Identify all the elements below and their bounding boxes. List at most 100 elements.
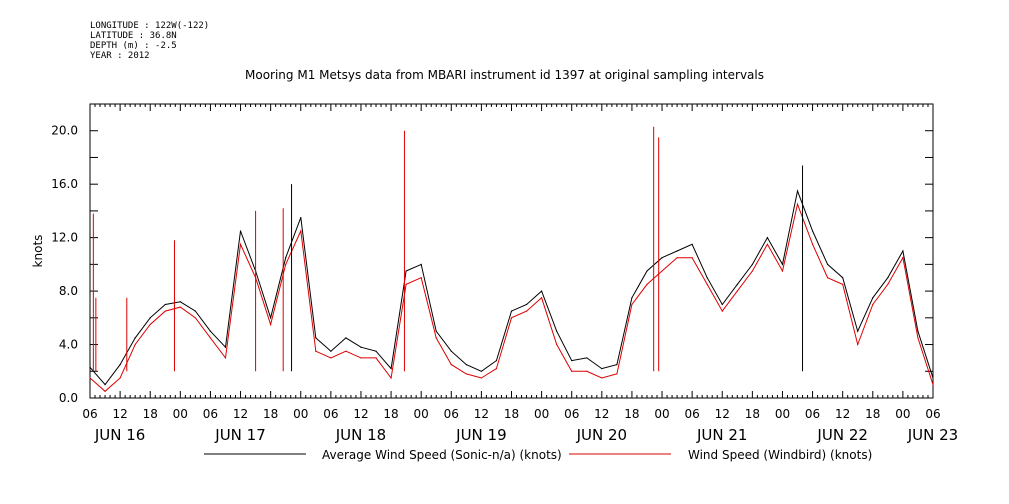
data-point [420, 277, 422, 279]
data-point [134, 343, 136, 346]
data-point [239, 230, 242, 232]
data-point [781, 263, 784, 265]
data-point [857, 330, 859, 332]
data-point [631, 303, 633, 306]
legend-label-windbird-wind-speed: Wind Speed (Windbird) (knots) [688, 448, 872, 462]
data-point [631, 297, 633, 299]
x-day-label: JUN 20 [576, 426, 627, 444]
series-line-average-wind-speed [89, 189, 934, 386]
data-point [209, 337, 212, 339]
data-point [164, 303, 166, 306]
data-point [179, 306, 181, 308]
y-tick-label: 0.0 [59, 391, 78, 405]
data-point [119, 377, 121, 379]
x-tick-label: 18 [745, 407, 760, 421]
data-point [239, 243, 242, 245]
data-point [194, 317, 196, 319]
series-line-windbird-wind-speed [89, 202, 934, 392]
x-tick-label: 12 [835, 407, 850, 421]
x-tick-label: 12 [112, 407, 127, 421]
data-point [450, 350, 452, 352]
x-tick-label: 18 [143, 407, 158, 421]
data-point [842, 277, 844, 279]
x-tick-label: 06 [82, 407, 97, 421]
data-point [270, 317, 272, 319]
x-tick-label: 06 [685, 407, 700, 421]
x-tick-label: 12 [233, 407, 248, 421]
x-tick-label: 06 [203, 407, 218, 421]
x-tick-label: 12 [594, 407, 609, 421]
y-axis-label: knots [31, 235, 45, 268]
x-day-label: JUN 19 [455, 426, 506, 444]
data-point [525, 303, 528, 306]
data-point [796, 190, 799, 192]
data-point [345, 350, 347, 352]
x-tick-label: 12 [353, 407, 368, 421]
data-point [420, 263, 422, 265]
data-point [706, 283, 708, 286]
data-point [375, 350, 377, 352]
y-tick-label: 16.0 [51, 177, 78, 191]
data-point [751, 270, 753, 272]
data-point [510, 310, 513, 312]
data-point [315, 350, 317, 352]
x-tick-label: 06 [323, 407, 338, 421]
x-day-label: JUN 17 [214, 426, 265, 444]
data-point [571, 370, 573, 372]
chart-title: Mooring M1 Metsys data from MBARI instru… [245, 68, 764, 82]
data-point [932, 377, 934, 379]
data-point [134, 337, 136, 339]
data-point [541, 297, 543, 299]
x-tick-label: 18 [263, 407, 278, 421]
meta-depth: DEPTH (m) : -2.5 [90, 41, 177, 51]
data-point [300, 216, 302, 219]
y-tick-label: 12.0 [51, 231, 78, 245]
x-day-label: JUN 22 [816, 426, 867, 444]
data-point [601, 368, 603, 370]
meta-latitude: LATITUDE : 36.8N [90, 31, 177, 41]
x-tick-label: 00 [654, 407, 669, 421]
x-tick-label: 12 [715, 407, 730, 421]
x-tick-label: 06 [564, 407, 579, 421]
data-point [224, 357, 227, 359]
data-point [736, 283, 738, 286]
x-tick-label: 12 [474, 407, 489, 421]
x-day-label: JUN 23 [907, 426, 958, 444]
plot-frame [89, 103, 934, 399]
data-point [270, 323, 272, 326]
data-point [736, 290, 738, 292]
x-tick-label: 18 [504, 407, 519, 421]
data-point [616, 373, 618, 375]
data-point [766, 237, 769, 239]
data-point [796, 203, 799, 205]
meta-year: YEAR : 2012 [90, 51, 150, 61]
data-point [375, 357, 377, 359]
x-tick-label: 00 [293, 407, 308, 421]
data-point [360, 357, 362, 359]
x-tick-label: 00 [534, 407, 549, 421]
x-day-label: JUN 21 [696, 426, 747, 444]
data-point [872, 297, 874, 299]
data-point [872, 303, 874, 306]
data-point [149, 323, 151, 326]
data-point [586, 357, 588, 359]
data-point [300, 230, 302, 232]
data-point [811, 230, 814, 232]
data-point [721, 303, 723, 306]
data-point [480, 377, 482, 379]
data-point [390, 377, 392, 379]
data-point [149, 317, 151, 319]
x-tick-label: 18 [865, 407, 880, 421]
data-point [676, 257, 678, 259]
data-point [330, 357, 332, 359]
x-tick-label: 00 [173, 407, 188, 421]
data-point [285, 257, 287, 259]
data-point [104, 390, 106, 392]
data-point [721, 310, 723, 312]
data-point [691, 257, 693, 259]
data-point [315, 337, 317, 339]
data-point [811, 243, 814, 245]
data-point [390, 368, 392, 370]
data-point [541, 290, 543, 292]
data-point [345, 337, 347, 339]
